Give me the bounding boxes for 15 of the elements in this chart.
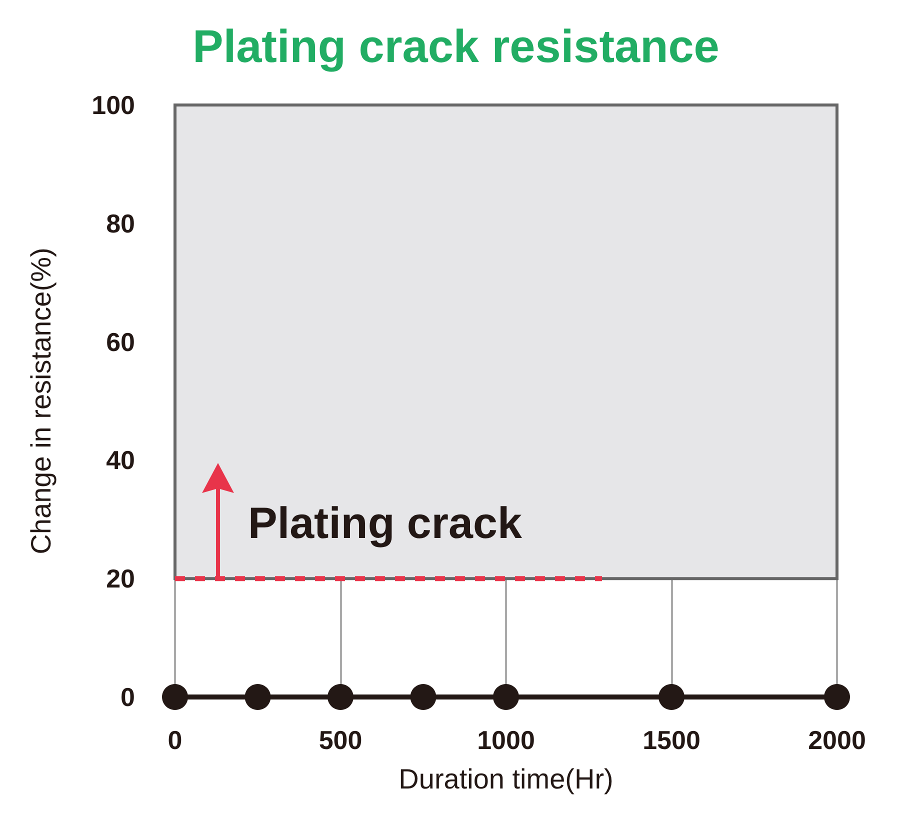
x-tick-label: 500: [318, 725, 362, 755]
annotation: Plating crack: [248, 498, 522, 549]
chart-title: Plating crack resistance: [192, 20, 720, 72]
y-tick-label: 0: [120, 682, 135, 712]
y-axis-title: Change in resistance(%): [26, 248, 56, 554]
x-tick-label: 0: [168, 725, 182, 755]
y-tick-label: 60: [106, 326, 135, 357]
y-tick-label: 100: [92, 90, 135, 120]
x-tick-label: 2000: [808, 725, 866, 755]
x-tick-label: 1000: [477, 725, 535, 755]
x-axis-title: Duration time(Hr): [398, 764, 614, 794]
y-tick-label: 20: [106, 564, 135, 594]
x-tick-label: 1500: [642, 725, 700, 755]
y-tick-label: 80: [106, 208, 135, 238]
y-tick-label: 40: [106, 445, 135, 476]
